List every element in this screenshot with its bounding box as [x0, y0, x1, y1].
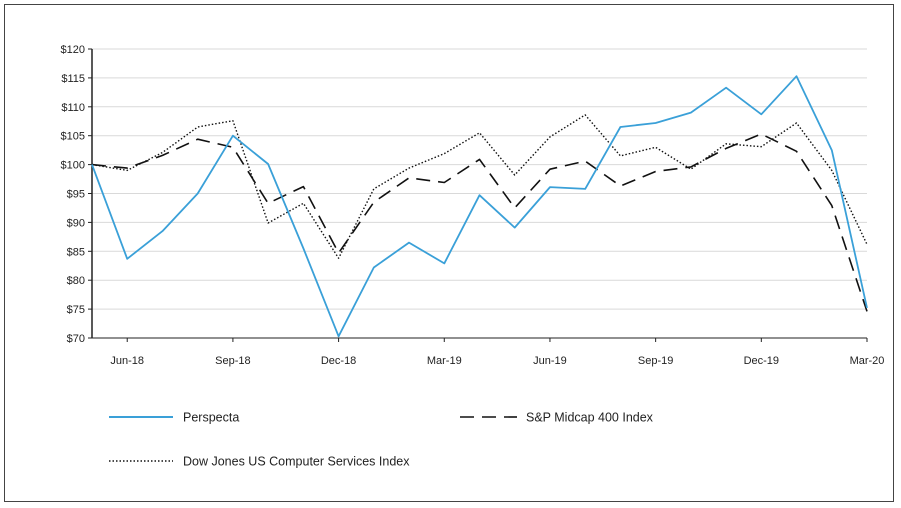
x-tick-label: Sep-19	[638, 355, 673, 367]
y-tick-label: $80	[67, 275, 85, 287]
y-axis-ticks: $120 $115 $110 $105 $100 $95 $90 $85 $80 $75 $70	[61, 44, 92, 345]
x-tick-label: Sep-18	[215, 355, 250, 367]
x-tick-label: Jun-19	[533, 355, 567, 367]
x-tick-label: Dec-18	[321, 355, 356, 367]
series-lines	[91, 75, 868, 338]
chart-frame: $120 $115 $110 $105 $100 $95 $90 $85 $80 $75 $70 J…	[4, 4, 894, 502]
legend-label-perspecta: Perspecta	[183, 411, 239, 425]
series-line-2	[91, 114, 868, 259]
line-chart: $120 $115 $110 $105 $100 $95 $90 $85 $80 $75 $70 J…	[61, 44, 885, 469]
y-tick-label: $110	[61, 102, 85, 114]
x-tick-label: Dec-19	[744, 355, 779, 367]
legend-label-dow-jones-computer-services: Dow Jones US Computer Services Index	[183, 455, 410, 469]
x-tick-label: Mar-19	[427, 355, 462, 367]
series-line-1	[91, 133, 868, 312]
y-tick-label: $95	[67, 189, 85, 201]
y-tick-label: $115	[61, 73, 85, 85]
x-tick-label: Mar-20	[850, 355, 885, 367]
y-tick-label: $105	[61, 131, 85, 143]
y-tick-label: $100	[61, 160, 85, 172]
y-tick-label: $75	[67, 304, 85, 316]
series-line-0	[91, 75, 868, 338]
gridlines	[92, 48, 867, 339]
x-axis-ticks: Jun-18 Sep-18 Dec-18 Mar-19 Jun-19 Sep-19 Dec-…	[110, 338, 884, 367]
x-tick-label: Jun-18	[110, 355, 144, 367]
legend: Perspecta S&P Midcap 400 Index Dow Jones…	[109, 411, 654, 469]
y-tick-label: $85	[67, 246, 85, 258]
y-tick-label: $120	[61, 44, 85, 56]
y-tick-label: $90	[67, 217, 85, 229]
legend-label-sp-midcap-400: S&P Midcap 400 Index	[526, 411, 654, 425]
y-tick-label: $70	[67, 333, 85, 345]
